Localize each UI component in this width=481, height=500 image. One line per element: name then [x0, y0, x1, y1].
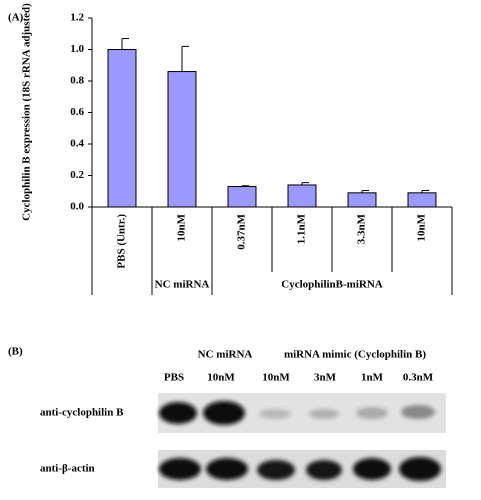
x-tick-label: 1.1nM	[296, 213, 308, 244]
blot-lane-label: 1nM	[361, 372, 384, 384]
group-label: NC miRNA	[155, 279, 210, 291]
error-bar	[181, 45, 189, 72]
blot-group-header: miRNA mimic (Cyclophilin B)	[284, 349, 426, 361]
error-bar	[241, 185, 249, 187]
blot-row-label: anti-cyclophilin B	[40, 407, 124, 419]
error-bar	[361, 189, 369, 193]
bar	[287, 184, 317, 208]
blot-group-header: NC miRNA	[198, 349, 253, 361]
y-axis-label: Cyclophilin B expression (18S rRNA adjus…	[21, 3, 33, 221]
group-label: CyclophilinB-miRNA	[281, 279, 383, 291]
y-tick-label: 0.2	[70, 169, 84, 181]
y-tick-label: 0.6	[70, 106, 84, 118]
bar	[407, 192, 437, 208]
panel-label: (B)	[8, 346, 23, 358]
y-tick-label: 0.4	[70, 138, 84, 150]
bar	[167, 71, 197, 208]
bar	[107, 49, 137, 208]
error-bar	[421, 189, 429, 193]
blot-lane-label: PBS	[164, 372, 184, 384]
blot-lane-label: 10nM	[262, 372, 290, 384]
panel-label: (A)	[8, 12, 24, 24]
bar	[227, 186, 257, 208]
y-tick-label: 0.0	[70, 201, 84, 213]
error-bar	[301, 182, 309, 185]
blot-lane-label: 3nM	[314, 372, 337, 384]
y-tick-label: 1.2	[70, 12, 84, 24]
y-tick-label: 0.8	[70, 75, 84, 87]
x-tick-label: 10nM	[176, 213, 188, 241]
blot-lane-label: 10nM	[207, 372, 235, 384]
x-tick-label: 10nM	[416, 213, 428, 241]
blot-row-label: anti-β-actin	[40, 463, 95, 475]
blot-lane-label: 0.3nM	[403, 372, 434, 384]
bar	[347, 192, 377, 208]
error-bar	[121, 37, 129, 50]
x-tick-label: PBS (Untr.)	[116, 214, 128, 269]
y-tick-label: 1.0	[70, 43, 84, 55]
x-tick-label: 3.3nM	[356, 213, 368, 244]
blot-image	[158, 393, 446, 488]
x-tick-label: 0.37nM	[236, 213, 248, 249]
